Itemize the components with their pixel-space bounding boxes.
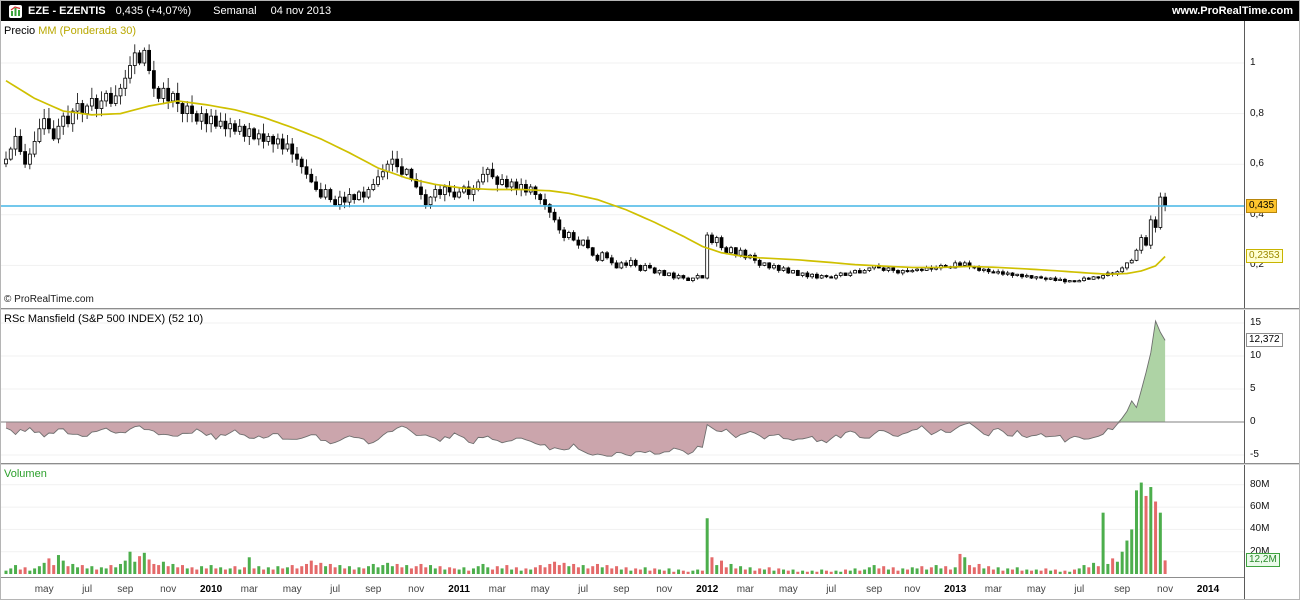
price-axis-tick: 0,2 [1250,259,1264,271]
x-axis-month-label: nov [160,584,177,595]
volume-panel-title: Volumen [4,468,47,480]
timeframe-label: Semanal [213,5,257,17]
price-axis-tick: 0,6 [1250,158,1264,170]
x-axis-month-label: jul [578,584,589,595]
rsc-axis-tick: -5 [1250,449,1259,460]
panel-separator[interactable] [1,463,1299,465]
x-axis-year-label: 2014 [1196,584,1220,595]
x-axis-month-label: may [1026,584,1046,595]
panel-separator[interactable] [1,308,1299,310]
rsc-value-box: 12,372 [1246,333,1283,348]
x-axis-month-label: mar [984,584,1002,595]
price-panel-header: Precio MM (Ponderada 30) [4,25,136,37]
rsc-mansfield-chart[interactable] [1,310,1244,463]
volume-value-box: 12,2M [1246,553,1280,568]
volume-chart[interactable] [1,465,1244,577]
price-candlestick-chart[interactable] [1,21,1244,308]
x-axis-year-label: 2011 [448,584,470,595]
volume-axis-tick: 60M [1250,501,1270,513]
ma-value-box: 0,2353 [1246,249,1283,264]
instrument-name: EZE - EZENTIS [28,5,106,17]
x-axis-month-label: sep [866,584,883,595]
x-axis-month-label: sep [365,584,382,595]
volume-axis-tick: 20M [1250,545,1270,557]
x-axis-month-label: may [282,584,302,595]
rsc-axis-tick: 5 [1250,383,1256,394]
x-axis-month-label: jul [1074,584,1085,595]
prorealtime-url[interactable]: www.ProRealTime.com [1171,5,1293,17]
x-axis-year-label: 2013 [944,584,967,595]
value-axis-column[interactable]: 1 0,8 0,6 0,4 0,2 15 10 5 0 -5 80M 60M 40M 20M 0,435 0,… [1244,21,1299,599]
price-axis-tick: 0,8 [1250,107,1264,119]
x-axis-month-label: sep [1114,584,1131,595]
rsc-axis-tick: 15 [1250,317,1262,328]
volume-axis-tick: 80M [1250,478,1270,490]
x-axis-month-label: jul [826,584,837,595]
x-axis-month-label: mar [488,584,506,595]
x-axis-month-label: may [530,584,550,595]
price-axis-tick: 0,4 [1250,208,1264,220]
x-axis-month-label: jul [330,584,341,595]
x-axis-year-label: 2010 [199,584,223,595]
time-axis[interactable]: may jul sep nov 2010 mar may jul sep nov 2011 mar ma… [1,577,1244,599]
x-axis-month-label: nov [904,584,921,595]
last-price-box: 0,435 [1246,198,1278,213]
x-axis-month-label: nov [1157,584,1174,595]
x-axis-month-label: sep [613,584,630,595]
x-axis-month-label: nov [656,584,673,595]
x-axis-year-label: 2012 [696,584,719,595]
ma-indicator-label: MM (Ponderada 30) [38,25,137,37]
bar-date-label: 04 nov 2013 [270,5,332,17]
x-axis-month-label: sep [117,584,134,595]
title-bar: EZE - EZENTIS 0,435 (+4,07%) Semanal 04 … [1,1,1299,21]
rsc-axis-tick: 0 [1250,416,1256,427]
last-price-change: 0,435 (+4,07%) [115,5,192,17]
x-axis-month-label: jul [82,584,93,595]
price-axis-tick: 1 [1250,57,1256,68]
x-axis-month-label: mar [736,584,754,595]
copyright-label: © ProRealTime.com [4,294,94,305]
price-panel-title: Precio [4,25,36,37]
rsc-panel-title: RSc Mansfield (S&P 500 INDEX) (52 10) [4,313,204,325]
x-axis-month-label: nov [408,584,425,595]
volume-axis-tick: 40M [1250,523,1270,535]
x-axis-month-label: may [778,584,798,595]
x-axis-month-label: mar [240,584,258,595]
x-axis-month-label: may [34,584,54,595]
rsc-axis-tick: 10 [1250,350,1262,361]
chart-logo-icon [9,4,22,18]
